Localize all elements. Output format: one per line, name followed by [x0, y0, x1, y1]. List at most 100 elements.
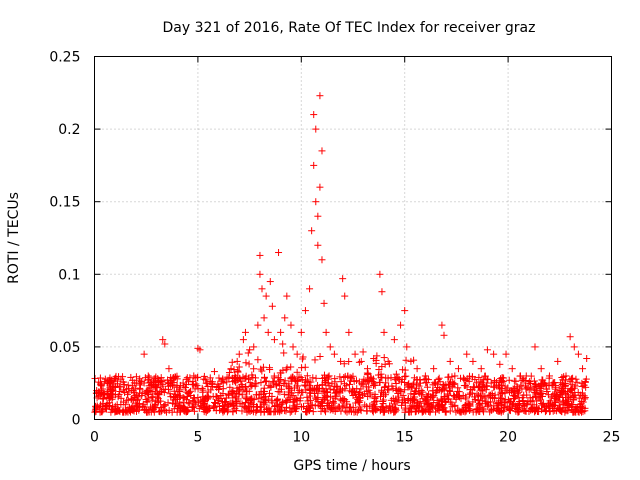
- data-point: [233, 389, 241, 397]
- data-point: [200, 375, 208, 383]
- data-point: [531, 343, 539, 351]
- data-point: [401, 366, 409, 374]
- data-point: [538, 406, 546, 414]
- data-point: [139, 400, 147, 408]
- data-point: [363, 371, 371, 379]
- data-point: [497, 375, 505, 383]
- data-point: [582, 375, 590, 383]
- data-point: [196, 346, 204, 354]
- data-point: [477, 386, 485, 394]
- data-point: [194, 394, 202, 402]
- data-point: [220, 405, 228, 413]
- data-point: [301, 381, 309, 389]
- data-point: [307, 396, 315, 404]
- data-point: [258, 285, 266, 293]
- data-point: [417, 391, 425, 399]
- data-point: [423, 383, 431, 391]
- data-point: [449, 379, 457, 387]
- data-point: [136, 379, 144, 387]
- data-point: [348, 374, 356, 382]
- data-point: [226, 383, 234, 391]
- data-point: [293, 350, 301, 358]
- data-point: [161, 385, 169, 393]
- data-point: [185, 388, 193, 396]
- data-point: [352, 408, 360, 416]
- data-point: [397, 321, 405, 329]
- data-point: [290, 398, 298, 406]
- data-point: [231, 393, 239, 401]
- data-point: [103, 394, 111, 402]
- data-point: [119, 408, 127, 416]
- data-point: [190, 394, 198, 402]
- data-point: [174, 395, 182, 403]
- data-point: [161, 401, 169, 409]
- data-point: [378, 363, 386, 371]
- data-point: [450, 392, 458, 400]
- data-point: [220, 405, 228, 413]
- data-point: [123, 390, 131, 398]
- data-point: [280, 380, 288, 388]
- data-point: [165, 406, 173, 414]
- data-point: [520, 406, 528, 414]
- data-point: [280, 390, 288, 398]
- data-point: [525, 379, 533, 387]
- data-point: [301, 307, 309, 315]
- data-point: [108, 391, 116, 399]
- data-point: [309, 374, 317, 382]
- data-point: [352, 399, 360, 407]
- data-point: [153, 384, 161, 392]
- data-point: [277, 400, 285, 408]
- data-point: [223, 373, 231, 381]
- data-point: [363, 377, 371, 385]
- data-point: [346, 380, 354, 388]
- data-point: [415, 382, 423, 390]
- data-point: [356, 394, 364, 402]
- y-tick-label: 0.15: [49, 195, 80, 211]
- data-point: [210, 398, 218, 406]
- data-point: [413, 365, 421, 373]
- data-point: [123, 396, 131, 404]
- data-point: [562, 372, 570, 380]
- data-point: [355, 358, 363, 366]
- data-point: [500, 374, 508, 382]
- data-point: [260, 314, 268, 322]
- data-point: [519, 397, 527, 405]
- data-point: [545, 399, 553, 407]
- data-point: [202, 394, 210, 402]
- data-point: [138, 389, 146, 397]
- data-point: [371, 381, 379, 389]
- data-point: [377, 406, 385, 414]
- data-point: [416, 398, 424, 406]
- data-point: [510, 392, 518, 400]
- data-point: [111, 374, 119, 382]
- data-point: [338, 403, 346, 411]
- data-point: [568, 389, 576, 397]
- data-point: [288, 407, 296, 415]
- data-point: [346, 373, 354, 381]
- data-point: [553, 396, 561, 404]
- data-point: [310, 161, 318, 169]
- data-point: [401, 373, 409, 381]
- data-point: [476, 392, 484, 400]
- data-point: [466, 389, 474, 397]
- data-point: [389, 395, 397, 403]
- data-point: [551, 390, 559, 398]
- x-tick-label: 20: [499, 430, 517, 446]
- data-point: [403, 343, 411, 351]
- data-point: [475, 382, 483, 390]
- data-point: [475, 373, 483, 381]
- data-point: [279, 340, 287, 348]
- data-point: [203, 405, 211, 413]
- data-point: [359, 348, 367, 356]
- data-point: [238, 391, 246, 399]
- data-point: [346, 387, 354, 395]
- data-point: [537, 380, 545, 388]
- data-point: [464, 375, 472, 383]
- data-point: [353, 385, 361, 393]
- data-point: [554, 357, 562, 365]
- data-point: [430, 392, 438, 400]
- data-point: [280, 349, 288, 357]
- data-point: [535, 394, 543, 402]
- data-point: [559, 397, 567, 405]
